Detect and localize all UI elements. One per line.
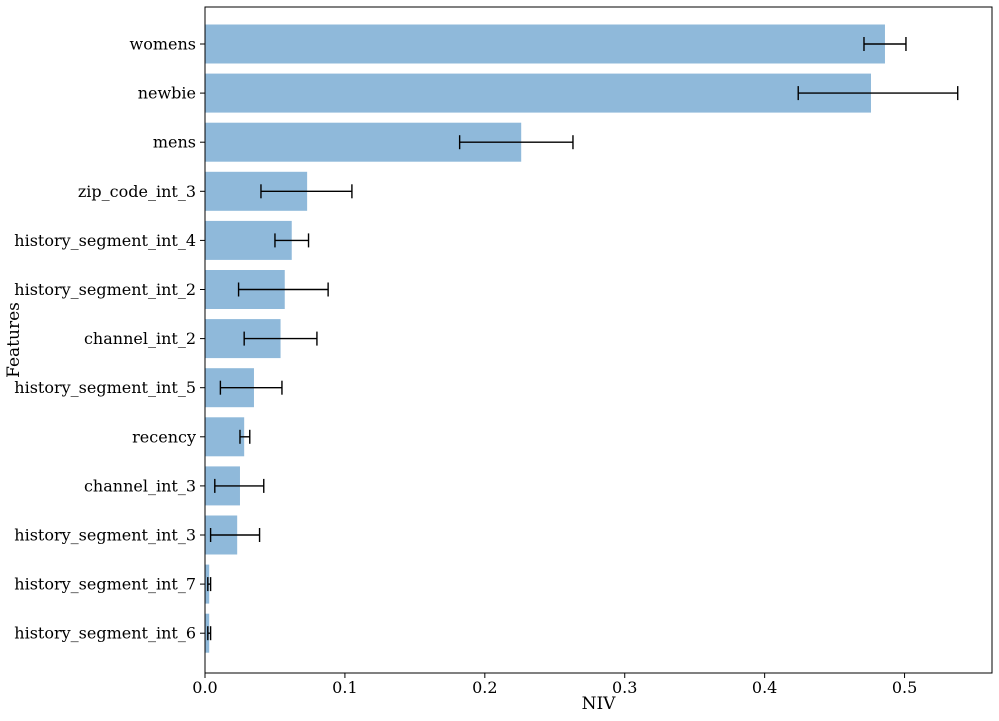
y-tick-label: zip_code_int_3 [78,182,196,201]
bar-womens [205,24,885,64]
x-axis-title: NIV [582,694,617,714]
plot-frame [204,6,993,674]
error-bar-history_segment_int_6 [207,626,212,641]
error-bar-channel_int_2 [243,331,318,346]
error-bar-history_segment_int_2 [237,282,329,297]
error-bar-history_segment_int_7 [207,577,212,592]
x-tick-label: 0.5 [892,678,917,697]
x-ticks: 0.0 0.1 0.2 0.3 0.4 0.5 [192,673,917,697]
x-tick-label: 0.0 [192,678,217,697]
x-tick-label: 0.1 [332,678,357,697]
error-bar-history_segment_int_5 [219,380,283,395]
y-ticks: womens newbie mens zip_code_int_3 history_se… [14,35,205,643]
error-bar-history_segment_int_4 [274,233,310,248]
error-bar-history_segment_int_3 [209,528,261,542]
error-bars-layer [207,37,959,641]
y-tick-label: history_segment_int_3 [14,526,196,545]
y-tick-label: history_segment_int_6 [14,624,196,643]
x-tick-label: 0.4 [752,678,777,697]
error-bar-womens [863,37,907,51]
y-tick-label: channel_int_3 [84,476,196,495]
x-tick-label: 0.3 [612,678,637,697]
error-bar-zip_code_int_3 [260,184,353,199]
error-bar-recency [239,429,251,444]
bar-newbie [205,73,871,113]
error-bar-mens [458,135,574,150]
y-axis-title: Features [4,302,24,378]
y-tick-label: history_segment_int_4 [14,231,196,250]
y-tick-label: history_segment_int_7 [14,575,196,594]
y-tick-label: history_segment_int_5 [14,378,196,397]
error-bar-newbie [797,86,959,101]
y-tick-label: newbie [138,84,196,103]
y-tick-label: history_segment_int_2 [14,280,196,299]
y-tick-label: mens [153,133,196,152]
x-tick-label: 0.2 [472,678,497,697]
bars-layer [205,24,885,653]
y-tick-label: channel_int_2 [84,329,196,348]
error-bar-channel_int_3 [214,478,265,493]
y-tick-label: recency [132,427,196,446]
y-tick-label: womens [130,35,196,54]
bar-recency [205,417,245,457]
